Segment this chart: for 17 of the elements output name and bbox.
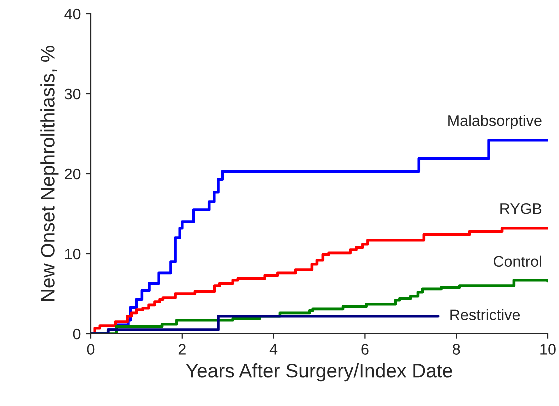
- y-tick-label: 20: [65, 168, 81, 180]
- series-label: Restrictive: [450, 309, 520, 320]
- x-tick-label: 6: [362, 344, 369, 355]
- series-label: Malabsorptive: [448, 115, 542, 130]
- x-axis-title: Years After Surgery/Index Date: [186, 364, 452, 382]
- series-label: Control: [494, 256, 542, 268]
- x-tick-label: 4: [270, 344, 278, 355]
- x-tick-label: 2: [178, 344, 186, 355]
- y-tick-label: 40: [64, 8, 81, 20]
- y-tick-label: 10: [65, 248, 81, 260]
- y-tick-label: 30: [64, 88, 81, 100]
- y-axis-title: New Onset Nephrolithiasis, %: [40, 46, 59, 301]
- x-tick-label: 0: [87, 344, 95, 355]
- series-label: RYGB: [500, 203, 542, 214]
- y-tick-label: 0: [73, 328, 81, 340]
- x-tick-label: 8: [453, 344, 460, 355]
- x-tick-label: 10: [540, 344, 556, 355]
